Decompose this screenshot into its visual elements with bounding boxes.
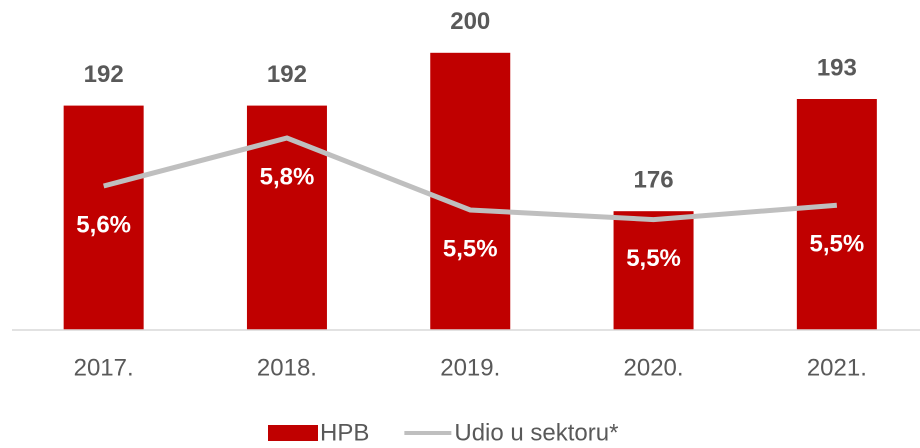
line (103, 135, 838, 223)
line-value-label: 5,5% (809, 231, 864, 258)
bar-value-label: 192 (84, 61, 124, 88)
bar-value-label: 176 (634, 167, 674, 194)
bar-value-label: 193 (817, 54, 857, 81)
bar-value-label: 192 (267, 61, 307, 88)
bar (430, 52, 511, 331)
line-value-label: 5,6% (76, 211, 131, 238)
x-tick-label: 2019. (440, 354, 500, 381)
bar-value-label: 200 (450, 8, 490, 35)
bar (63, 105, 144, 330)
line-value-label: 5,5% (626, 245, 681, 272)
line-value-label: 5,5% (443, 235, 498, 262)
bar (613, 211, 694, 330)
legend-label: Udio u sektoru* (454, 419, 618, 446)
bar (796, 99, 877, 330)
line-value-label: 5,8% (260, 163, 315, 190)
x-tick-label: 2020. (624, 354, 684, 381)
legend-swatch (268, 425, 318, 441)
x-tick-label: 2021. (807, 354, 867, 381)
legend-label: HPB (320, 419, 369, 446)
x-tick-label: 2018. (257, 354, 317, 381)
x-tick-label: 2017. (74, 354, 134, 381)
